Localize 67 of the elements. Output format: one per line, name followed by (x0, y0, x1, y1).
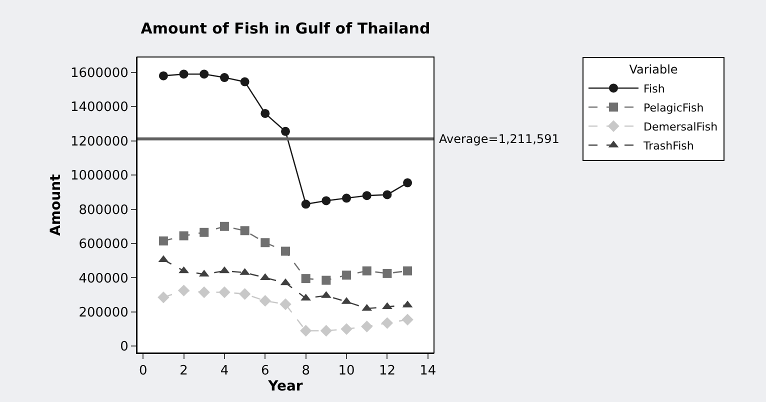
x-tick-label: 12 (378, 364, 396, 379)
point (381, 317, 394, 329)
point (178, 284, 190, 296)
x-tick-label: 10 (338, 364, 355, 379)
y-tick-label: 800000 (78, 202, 128, 218)
point (220, 222, 229, 231)
point (259, 294, 272, 307)
x-tick-label: 8 (302, 364, 310, 379)
point (158, 236, 168, 246)
y-axis-title: Amount (48, 174, 64, 236)
point (218, 286, 230, 298)
point (179, 231, 188, 240)
point (362, 191, 372, 200)
y-tick-label: 1000000 (70, 168, 128, 184)
point (198, 286, 210, 298)
chart-title: Amount of Fish in Gulf of Thailand (140, 19, 430, 38)
point (382, 268, 392, 278)
x-tick-label: 2 (180, 364, 188, 379)
x-tick-label: 0 (138, 364, 148, 379)
x-tick-label: 4 (220, 364, 229, 379)
point (260, 108, 270, 118)
point (280, 298, 292, 310)
y-tick-label: 600000 (78, 237, 128, 252)
x-tick-label: 6 (261, 364, 270, 379)
point (403, 266, 412, 276)
y-tick-label: 1200000 (70, 134, 128, 150)
point (240, 226, 250, 236)
point (322, 196, 331, 206)
point (403, 178, 412, 188)
y-tick-label: 200000 (78, 305, 128, 320)
legend-label: TrashFish (642, 139, 694, 152)
point (200, 228, 209, 237)
point (240, 77, 250, 86)
point (301, 274, 310, 284)
y-tick-label: 1600000 (70, 66, 128, 81)
point (342, 194, 352, 203)
y-tick-label: 1400000 (70, 100, 128, 116)
legend-label: Fish (644, 82, 665, 96)
legend-label: PelagicFish (644, 101, 704, 114)
point (322, 276, 331, 285)
y-tick-label: 0 (120, 340, 128, 355)
point (281, 246, 290, 256)
point (200, 70, 209, 79)
point (158, 292, 170, 304)
point (179, 70, 188, 79)
point (362, 266, 372, 276)
point (402, 314, 414, 326)
point (260, 238, 270, 248)
x-axis-title: Year (267, 378, 303, 395)
point (300, 324, 312, 337)
legend-title: Variable (629, 62, 678, 77)
point (342, 270, 352, 280)
legend-label: DemersalFish (644, 120, 718, 134)
x-tick-label: 14 (420, 364, 436, 379)
ref-line-label: Average=1,211,591 (439, 132, 560, 146)
point (320, 324, 332, 337)
point (382, 190, 392, 200)
point (178, 266, 189, 274)
point (281, 126, 290, 136)
point (361, 320, 373, 332)
point (301, 200, 310, 209)
point (340, 323, 352, 335)
y-tick-label: 400000 (78, 271, 128, 286)
point (158, 71, 168, 80)
point (220, 73, 229, 82)
point (382, 302, 392, 310)
point (238, 288, 251, 300)
